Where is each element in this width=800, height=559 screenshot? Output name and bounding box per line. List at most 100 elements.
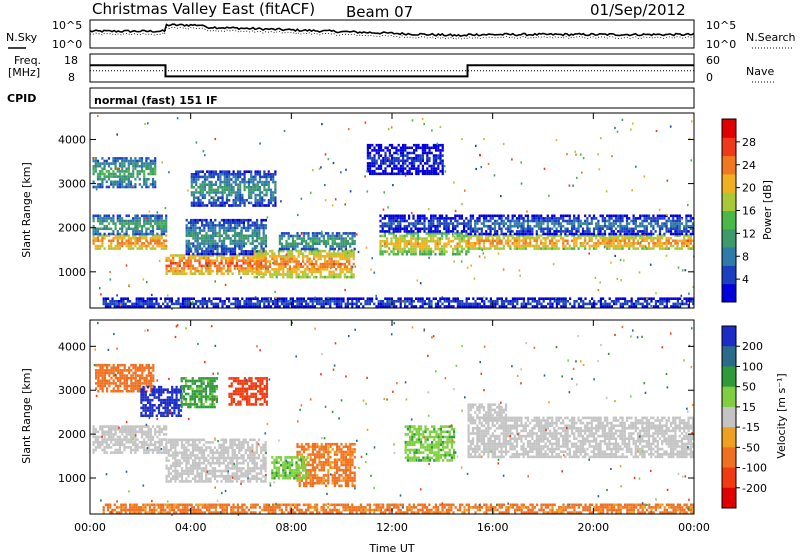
data-cell	[378, 173, 380, 176]
data-cell	[479, 237, 481, 240]
data-cell	[386, 222, 388, 225]
data-cell	[260, 224, 262, 227]
data-cell	[115, 237, 117, 240]
data-cell	[315, 252, 317, 255]
data-cell	[387, 160, 389, 163]
data-cell	[615, 303, 617, 306]
data-cell	[412, 230, 414, 233]
data-cell	[575, 228, 577, 231]
data-cell	[234, 267, 236, 270]
data-cell	[344, 268, 346, 271]
data-cell	[194, 240, 196, 243]
data-cell	[221, 267, 223, 270]
data-cell	[202, 181, 204, 184]
data-cell	[346, 265, 348, 268]
data-cell	[204, 183, 206, 186]
data-cell	[164, 300, 166, 303]
data-cell	[246, 199, 248, 202]
data-cell	[99, 247, 101, 250]
data-cell	[243, 262, 245, 265]
data-cell	[641, 225, 643, 228]
data-cell	[222, 173, 224, 176]
data-cell	[232, 250, 234, 253]
data-cell	[518, 222, 520, 225]
data-cell	[477, 305, 479, 308]
data-cell	[373, 162, 375, 165]
data-cell	[406, 225, 408, 228]
data-cell	[483, 138, 485, 140]
data-cell	[179, 272, 181, 275]
data-cell	[395, 237, 397, 240]
data-cell	[558, 220, 560, 223]
data-cell	[371, 300, 373, 303]
data-cell	[243, 224, 245, 227]
data-cell	[225, 222, 227, 225]
data-cell	[336, 245, 338, 248]
data-cell	[263, 248, 265, 251]
data-cell	[207, 267, 209, 270]
data-cell	[234, 219, 236, 222]
data-cell	[315, 255, 317, 258]
data-cell	[666, 305, 668, 308]
data-cell	[97, 183, 99, 186]
data-cell	[423, 123, 425, 125]
data-cell	[174, 254, 176, 257]
data-cell	[314, 297, 316, 299]
data-cell	[344, 203, 346, 205]
data-cell	[119, 165, 121, 168]
data-cell	[234, 248, 236, 251]
data-cell	[309, 300, 311, 303]
data-cell	[525, 240, 527, 243]
data-cell	[613, 245, 615, 248]
data-cell	[397, 240, 399, 243]
data-cell	[384, 235, 386, 238]
data-cell	[279, 300, 281, 303]
data-cell	[212, 248, 214, 251]
data-cell	[679, 228, 681, 231]
data-cell	[223, 245, 225, 248]
data-cell	[207, 265, 209, 267]
data-cell	[527, 215, 529, 218]
data-cell	[278, 263, 280, 266]
data-cell	[96, 188, 98, 190]
data-cell	[338, 303, 340, 306]
data-cell	[150, 170, 152, 173]
data-cell	[402, 144, 404, 147]
data-cell	[93, 181, 95, 184]
data-cell	[354, 232, 356, 235]
data-cell	[626, 217, 628, 220]
data-cell	[306, 260, 308, 263]
data-cell	[463, 305, 465, 308]
data-cell	[586, 228, 588, 231]
data-cell	[547, 245, 549, 248]
data-cell	[384, 154, 386, 157]
data-cell	[681, 295, 683, 297]
data-cell	[252, 305, 254, 308]
data-cell	[237, 191, 239, 194]
data-cell	[136, 300, 138, 303]
data-cell	[250, 297, 252, 300]
data-cell	[670, 245, 672, 248]
data-cell	[677, 225, 679, 228]
data-cell	[191, 186, 193, 189]
data-cell	[468, 237, 470, 240]
data-cell	[108, 157, 110, 160]
data-cell	[406, 152, 408, 155]
data-cell	[239, 202, 241, 205]
data-cell	[353, 258, 355, 261]
data-cell	[332, 235, 334, 238]
data-cell	[225, 250, 227, 253]
data-cell	[370, 269, 372, 271]
data-cell	[350, 252, 352, 255]
data-cell	[204, 154, 206, 156]
data-cell	[384, 243, 386, 246]
data-cell	[648, 215, 650, 218]
data-cell	[141, 247, 143, 250]
data-cell	[679, 233, 681, 236]
data-cell	[659, 225, 661, 228]
data-cell	[564, 228, 566, 231]
data-cell	[661, 297, 663, 300]
data-cell	[367, 144, 369, 147]
data-cell	[236, 262, 238, 265]
data-cell	[558, 297, 560, 300]
